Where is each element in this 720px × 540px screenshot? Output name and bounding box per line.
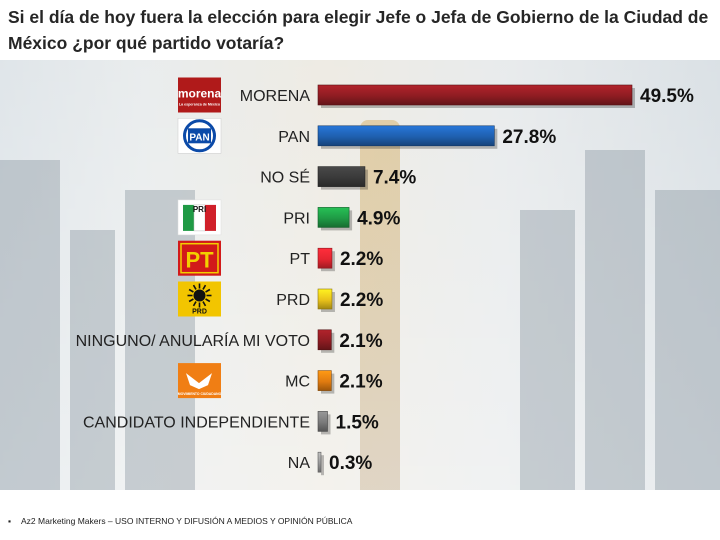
bar: [317, 125, 495, 147]
value-label: 4.9%: [357, 208, 400, 229]
svg-text:PT: PT: [185, 248, 214, 273]
pri-logo: PRI: [177, 199, 222, 236]
svg-text:PRI: PRI: [193, 205, 206, 214]
value-label: 1.5%: [336, 412, 379, 433]
bar: [317, 84, 633, 106]
category-label: PRD: [276, 292, 310, 309]
value-label: 27.8%: [502, 127, 556, 148]
pan-logo: PAN: [177, 118, 222, 154]
value-label: 2.2%: [340, 249, 383, 270]
mc-logo: MOVIMIENTO CIUDADANO: [178, 363, 222, 399]
svg-text:PRD: PRD: [192, 309, 207, 316]
footer-note: ▪ Az2 Marketing Makers – USO INTERNO Y DI…: [8, 516, 352, 526]
value-label: 2.1%: [339, 372, 382, 393]
bar: [317, 247, 333, 269]
bullet-icon: ▪: [8, 516, 12, 526]
bar: [317, 166, 366, 187]
pt-logo: PT: [178, 240, 221, 276]
category-label: MORENA: [240, 88, 311, 105]
bar-shadow: [321, 455, 324, 476]
value-label: 7.4%: [373, 168, 416, 189]
value-label: 2.2%: [340, 290, 383, 311]
bar: [317, 329, 332, 351]
bar: [317, 288, 333, 310]
footer-text: Az2 Marketing Makers – USO INTERNO Y DIF…: [21, 516, 353, 526]
category-label: NO SÉ: [260, 168, 310, 187]
category-label: MC: [285, 374, 310, 391]
svg-text:morena: morena: [178, 87, 222, 101]
svg-text:MOVIMIENTO CIUDADANO: MOVIMIENTO CIUDADANO: [178, 392, 222, 396]
category-label: PT: [290, 251, 311, 268]
svg-text:La esperanza de México: La esperanza de México: [179, 103, 221, 107]
bar-chart: MORENA 49.5% PAN 27.8% NO SÉ 7.4% PRI 4.9% PT 2.2…: [76, 77, 694, 476]
morena-logo: morena La esperanza de México: [178, 77, 222, 113]
bar: [317, 411, 328, 432]
bar: [317, 370, 332, 391]
category-label: NINGUNO/ ANULARÍA MI VOTO: [76, 331, 310, 350]
bar: [317, 207, 350, 228]
chart-title: Si el día de hoy fuera la elección para …: [8, 7, 709, 53]
prd-logo: PRD: [178, 281, 221, 317]
category-label: CANDIDATO INDEPENDIENTE: [83, 414, 310, 431]
category-label: PRI: [283, 210, 310, 227]
value-label: 0.3%: [329, 453, 372, 474]
value-label: 2.1%: [339, 331, 382, 352]
value-label: 49.5%: [640, 86, 694, 107]
bar: [317, 451, 322, 473]
category-label: PAN: [278, 129, 310, 146]
category-label: NA: [288, 455, 311, 472]
svg-text:PAN: PAN: [189, 132, 209, 143]
